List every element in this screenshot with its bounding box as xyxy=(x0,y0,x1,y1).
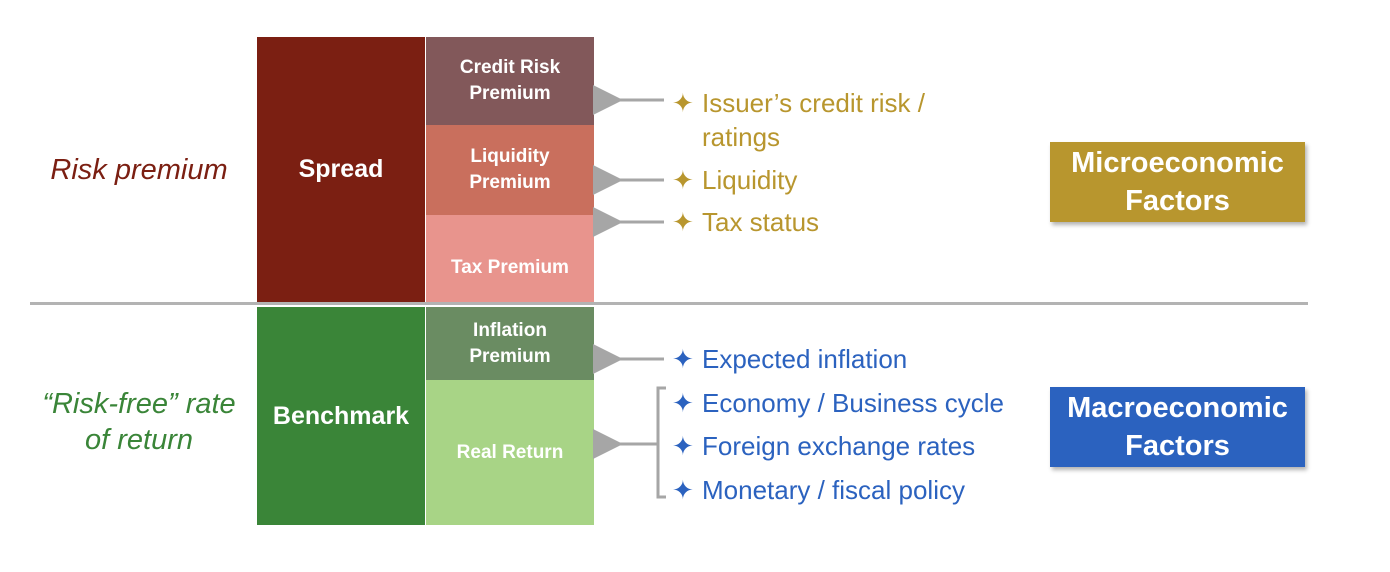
risk-free-rate-label: “Risk-free” rate of return xyxy=(20,386,258,458)
bullet-tax-status: ✦ Tax status xyxy=(672,205,819,239)
star-bullet-icon: ✦ xyxy=(672,344,694,374)
bullet-monetary-policy: ✦ Monetary / fiscal policy xyxy=(672,473,965,507)
issuer-credit-risk-text: Issuer’s credit risk / xyxy=(702,88,925,118)
risk-free-rate-line1: “Risk-free” rate xyxy=(42,388,236,420)
liquidity-premium-line2: Premium xyxy=(469,172,551,193)
star-bullet-icon: ✦ xyxy=(672,207,694,237)
bullet-expected-inflation: ✦ Expected inflation xyxy=(672,342,907,376)
bullet-issuer-ratings: ratings xyxy=(702,120,780,154)
spread-block: Spread xyxy=(257,37,425,302)
credit-risk-premium-line1: Credit Risk xyxy=(459,57,561,78)
star-bullet-icon: ✦ xyxy=(672,475,694,505)
inflation-premium-block: Inflation Premium xyxy=(426,307,594,380)
bullet-issuer-credit-risk: ✦ Issuer’s credit risk / xyxy=(672,86,925,120)
bullet-liquidity: ✦ Liquidity xyxy=(672,163,797,197)
ratings-text: ratings xyxy=(702,122,781,152)
foreign-exchange-text: Foreign exchange rates xyxy=(702,431,976,461)
liquidity-premium-line1: Liquidity xyxy=(470,146,550,167)
monetary-policy-text: Monetary / fiscal policy xyxy=(702,475,965,505)
liquidity-text: Liquidity xyxy=(702,165,798,195)
spread-label: Spread xyxy=(298,155,384,183)
benchmark-label: Benchmark xyxy=(272,401,410,430)
microeconomic-factors-box: Microeconomic Factors xyxy=(1050,142,1305,222)
tax-premium-block: Tax Premium xyxy=(426,215,594,302)
economy-text: Economy / Business cycle xyxy=(702,388,1005,418)
macroeconomic-line2: Factors xyxy=(1125,430,1230,462)
liquidity-premium-block: Liquidity Premium xyxy=(426,125,594,215)
divider-line xyxy=(30,302,1308,305)
star-bullet-icon: ✦ xyxy=(672,88,694,118)
risk-free-rate-line2: of return xyxy=(85,424,193,456)
star-bullet-icon: ✦ xyxy=(672,165,694,195)
real-return-label: Real Return xyxy=(456,441,564,463)
credit-risk-premium-block: Credit Risk Premium xyxy=(426,37,594,125)
star-bullet-icon: ✦ xyxy=(672,431,694,461)
credit-risk-premium-line2: Premium xyxy=(469,83,551,104)
tax-status-text: Tax status xyxy=(702,207,820,237)
real-return-block: Real Return xyxy=(426,380,594,525)
inflation-premium-line1: Inflation xyxy=(473,319,547,341)
star-bullet-icon: ✦ xyxy=(672,388,694,418)
risk-premium-label: Risk premium xyxy=(50,154,228,186)
tax-premium-label: Tax Premium xyxy=(451,256,569,278)
macro-bracket xyxy=(656,386,666,499)
macroeconomic-factors-box: Macroeconomic Factors xyxy=(1050,387,1305,467)
bullet-foreign-exchange: ✦ Foreign exchange rates xyxy=(672,429,975,463)
expected-inflation-text: Expected inflation xyxy=(702,344,908,374)
macroeconomic-line1: Macroeconomic xyxy=(1067,392,1288,424)
benchmark-block: Benchmark xyxy=(257,307,425,525)
microeconomic-line2: Factors xyxy=(1125,185,1230,217)
bullet-economy: ✦ Economy / Business cycle xyxy=(672,386,1004,420)
inflation-premium-line2: Premium xyxy=(469,345,551,367)
microeconomic-line1: Microeconomic xyxy=(1071,147,1284,179)
